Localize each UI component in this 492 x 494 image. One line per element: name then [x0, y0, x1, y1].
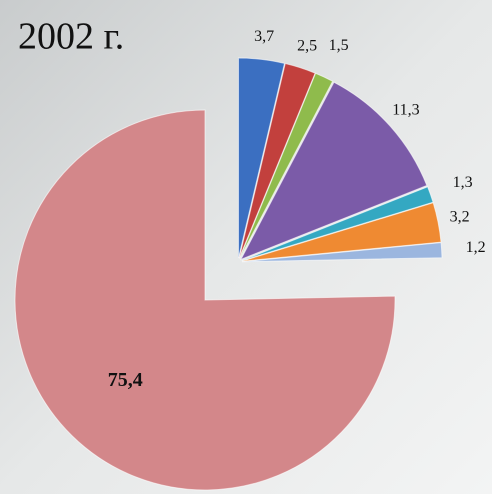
data-label: 75,4 — [108, 369, 143, 391]
data-label: 3,2 — [450, 209, 470, 226]
chart-title: 2002 г. — [18, 16, 124, 58]
data-label: 2,5 — [297, 37, 317, 54]
data-label: 1,5 — [329, 37, 349, 54]
data-label: 1,3 — [453, 174, 473, 191]
chart: 2002 г. 3,7 2,5 1,5 11,3 1,3 3,2 1,2 75,4 — [0, 0, 492, 494]
data-label: 1,2 — [466, 239, 486, 256]
data-label: 11,3 — [392, 101, 419, 118]
data-label: 3,7 — [254, 28, 274, 45]
